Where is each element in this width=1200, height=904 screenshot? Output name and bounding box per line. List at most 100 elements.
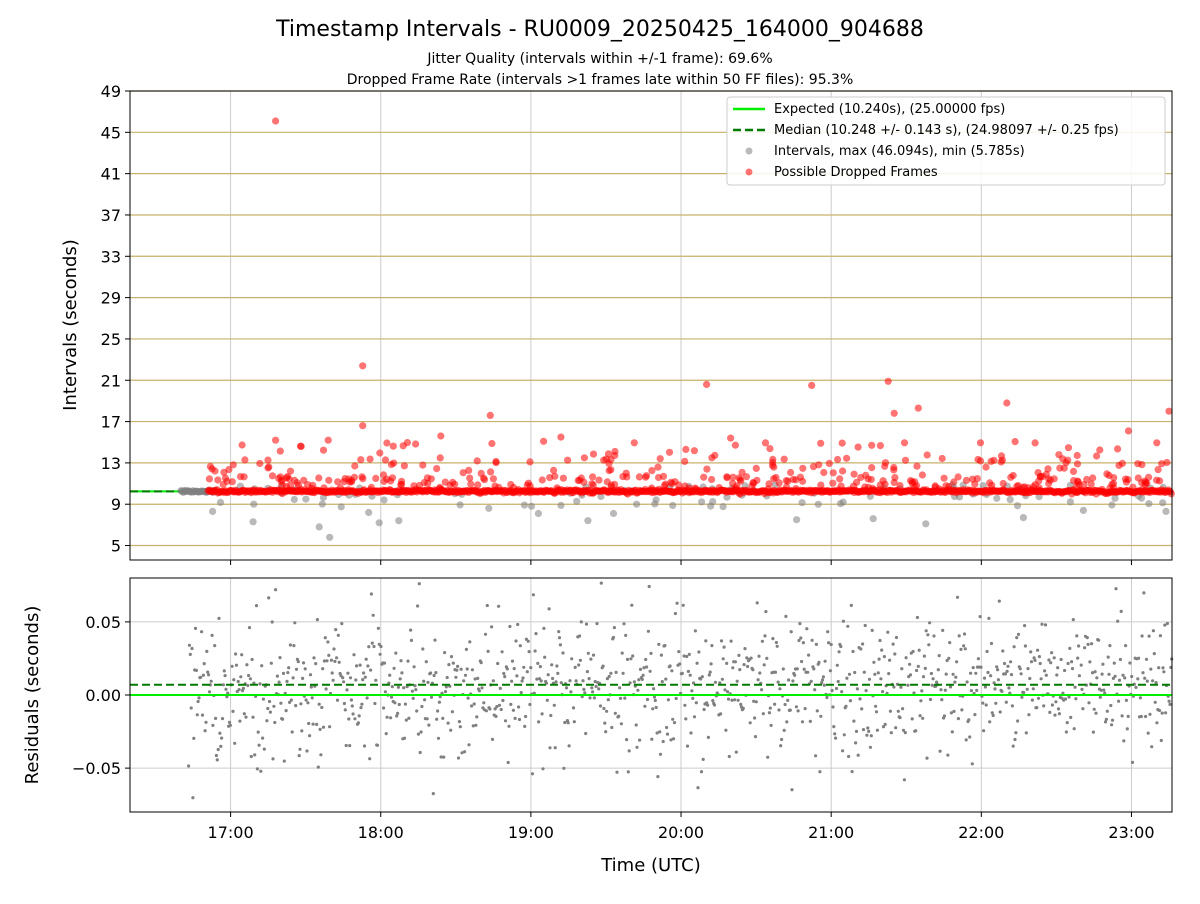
residual-point: [366, 664, 369, 667]
interval-point: [365, 509, 372, 516]
dropped-frame-point: [507, 481, 514, 488]
residual-point: [753, 716, 756, 719]
residual-point: [1119, 658, 1122, 661]
residual-point: [735, 751, 738, 754]
dropped-frame-point: [762, 439, 769, 446]
residual-point: [720, 639, 723, 642]
residual-point: [805, 627, 808, 630]
residual-point: [188, 644, 191, 647]
residual-point: [437, 737, 440, 740]
interval-point: [669, 502, 676, 509]
residual-point: [912, 650, 915, 653]
residual-point: [790, 788, 793, 791]
residual-point: [725, 662, 728, 665]
residual-point: [321, 667, 324, 670]
residual-point: [573, 720, 576, 723]
residual-point: [656, 775, 659, 778]
residual-point: [749, 721, 752, 724]
residual-point: [214, 717, 217, 720]
dropped-frame-point: [648, 467, 655, 474]
residual-point: [1110, 723, 1113, 726]
dropped-frame-point: [913, 463, 920, 470]
dropped-frame-point: [404, 439, 411, 446]
residual-point: [291, 730, 294, 733]
residual-point: [802, 641, 805, 644]
residual-point: [447, 722, 450, 725]
residual-point: [306, 701, 309, 704]
residual-point: [610, 726, 613, 729]
interval-point: [376, 519, 383, 526]
residual-point: [766, 756, 769, 759]
residual-point: [1013, 645, 1016, 648]
residual-point: [842, 620, 845, 623]
dropped-frame-point: [974, 475, 981, 482]
dropped-frame-point: [410, 482, 417, 489]
dropped-frame-point: [540, 438, 547, 445]
residual-point: [707, 736, 710, 739]
residual-point: [417, 733, 420, 736]
residual-point: [648, 585, 651, 588]
residual-point: [722, 657, 725, 660]
residual-point: [365, 658, 368, 661]
residual-point: [526, 670, 529, 673]
interval-point: [1159, 499, 1166, 506]
residual-point: [638, 739, 641, 742]
residual-point: [830, 643, 833, 646]
residual-point: [865, 689, 868, 692]
residual-point: [211, 724, 214, 727]
residual-point: [510, 680, 513, 683]
chart-title: Timestamp Intervals - RU0009_20250425_16…: [275, 17, 924, 42]
residual-point: [211, 634, 214, 637]
residual-point: [593, 696, 596, 699]
residual-point: [874, 705, 877, 708]
residual-point: [706, 704, 709, 707]
dropped-frame-point: [1083, 476, 1090, 483]
residual-point: [967, 718, 970, 721]
residual-point: [459, 725, 462, 728]
residual-point: [354, 678, 357, 681]
residual-point: [371, 642, 374, 645]
residual-point: [359, 706, 362, 709]
residual-point: [777, 681, 780, 684]
residual-point: [473, 702, 476, 705]
residual-point: [572, 706, 575, 709]
interval-point: [698, 498, 705, 505]
dropped-frame-point: [241, 456, 248, 463]
residual-point: [384, 690, 387, 693]
dropped-frame-point: [315, 474, 322, 481]
residual-point: [823, 684, 826, 687]
residual-point: [1106, 710, 1109, 713]
residual-point: [311, 696, 314, 699]
dropped-frame-point: [830, 469, 837, 476]
residual-point: [265, 719, 268, 722]
residual-point: [847, 755, 850, 758]
residual-point: [975, 689, 978, 692]
residual-point: [191, 796, 194, 799]
residual-point: [367, 645, 370, 648]
residual-point: [643, 705, 646, 708]
residual-point: [946, 754, 949, 757]
residual-point: [347, 717, 350, 720]
residual-point: [1067, 662, 1070, 665]
residual-point: [1053, 656, 1056, 659]
top-ytick-label: 5: [111, 537, 121, 556]
residual-point: [1124, 644, 1127, 647]
residual-point: [557, 630, 560, 633]
residual-point: [238, 688, 241, 691]
dropped-frame-point: [723, 473, 730, 480]
dropped-frame-point: [359, 362, 366, 369]
residual-point: [615, 671, 618, 674]
dropped-frame-point: [437, 432, 444, 439]
residual-point: [1070, 660, 1073, 663]
interval-point: [338, 503, 345, 510]
residual-point: [875, 710, 878, 713]
residual-point: [960, 708, 963, 711]
dropped-frame-point: [1074, 460, 1081, 467]
dropped-frame-point: [401, 462, 408, 469]
residual-point: [776, 645, 779, 648]
residual-point: [768, 711, 771, 714]
residual-point: [333, 660, 336, 663]
residual-point: [602, 665, 605, 668]
residual-point: [507, 761, 510, 764]
